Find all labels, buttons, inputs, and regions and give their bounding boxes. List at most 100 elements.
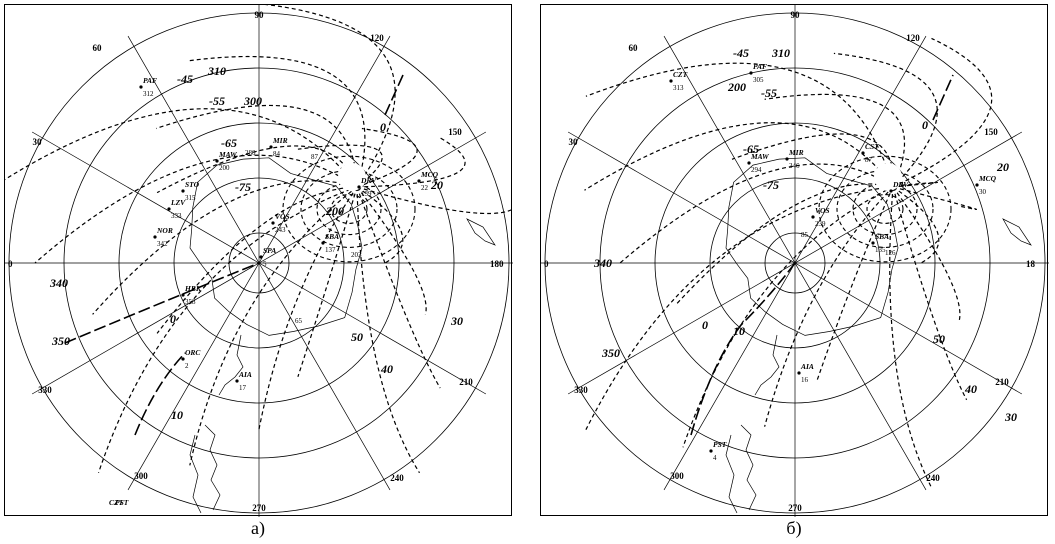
station-dot	[785, 157, 789, 161]
degree-label: 150	[448, 127, 462, 137]
contour-label: 0	[380, 120, 386, 134]
extra-value: 85	[801, 231, 809, 239]
isoline	[619, 163, 894, 264]
station-code: DRV	[892, 180, 909, 189]
extra-value: 203	[351, 251, 362, 259]
station-value: 346	[789, 162, 800, 170]
station-value: 84	[273, 150, 281, 158]
station-value: 239	[815, 220, 826, 228]
station-dot	[889, 189, 893, 193]
station-value: 87	[865, 156, 873, 164]
station-code: MIR	[272, 136, 288, 145]
isoline	[764, 93, 906, 188]
contour-label: 20	[996, 160, 1009, 174]
contour-label: -55	[761, 86, 777, 100]
isoline-loop	[866, 194, 904, 224]
zero-isoline-upper	[384, 74, 404, 116]
isoline	[585, 62, 894, 188]
station-code: VOS	[275, 212, 290, 221]
isoline	[92, 180, 358, 315]
extra-value: 280	[245, 149, 256, 157]
contour-label: 350	[51, 334, 70, 348]
isoline	[891, 181, 939, 188]
isoline	[356, 186, 427, 315]
isoline	[889, 186, 933, 488]
antarctica-coastline	[725, 157, 899, 336]
station-value: 17	[239, 384, 247, 392]
contour-label: 310	[771, 46, 790, 60]
degree-label: 0	[544, 259, 549, 269]
station-code: CZT	[109, 498, 124, 507]
contour-label: 300	[243, 94, 262, 108]
isoline	[892, 186, 961, 321]
contour-label: 340	[49, 276, 68, 290]
isoline	[264, 5, 396, 188]
new-zealand-coastline	[466, 218, 496, 246]
map-panel-a: 0 30 60 90 120 150 180 210 240 270 300 330 -45 310 -55…	[4, 4, 513, 517]
degree-label: 0	[8, 259, 13, 269]
contour-label: 10	[733, 324, 745, 338]
degree-label: 120	[370, 33, 384, 43]
contour-label: 200	[325, 204, 344, 218]
isoline-loop	[818, 155, 952, 263]
new-zealand-coastline	[1002, 218, 1032, 246]
station-dot	[811, 215, 815, 219]
isoline	[892, 37, 993, 188]
station-code: MAW	[218, 150, 238, 159]
antarctica-coastline	[189, 157, 363, 336]
isoline-loop	[330, 194, 368, 224]
isoline	[297, 144, 383, 188]
station-code: PST	[115, 498, 129, 507]
station-dot	[749, 71, 753, 75]
station-value: 342	[157, 240, 168, 248]
station-value: 243	[275, 226, 286, 234]
contour-label: 50	[933, 332, 945, 346]
pole-disk	[874, 163, 902, 191]
isoline	[189, 186, 358, 466]
station-value: 200	[219, 164, 230, 172]
station-code: ORC	[185, 348, 201, 357]
station-code: VOS	[815, 206, 830, 215]
station-code: PST	[713, 440, 727, 449]
contour-label: -65	[743, 142, 759, 156]
degree-label: 90	[791, 10, 801, 20]
station-code: LZV	[170, 198, 186, 207]
contour-label: 20	[430, 178, 443, 192]
contour-label: 200	[727, 80, 746, 94]
station-dot	[153, 235, 157, 239]
contour-label: -75	[763, 178, 779, 192]
degree-label: 90	[255, 10, 265, 20]
station-dot	[709, 449, 713, 453]
contour-label: 40	[964, 382, 977, 396]
station-dot	[975, 183, 979, 187]
station-dot	[747, 161, 751, 165]
isoline	[356, 186, 441, 389]
contour-label: -75	[235, 180, 251, 194]
degree-label: 210	[459, 377, 473, 387]
station-dot	[167, 207, 171, 211]
zero-isoline	[64, 262, 260, 436]
station-code: AIA	[800, 362, 814, 371]
isoline	[816, 186, 894, 382]
contour-label: 50	[351, 330, 363, 344]
zero-isoline	[690, 262, 796, 436]
station-code: DRV	[360, 176, 377, 185]
contour-label: -45	[177, 72, 193, 86]
south-america-coastline	[725, 424, 757, 514]
station-value: 4	[713, 454, 717, 462]
station-value: 315	[185, 194, 196, 202]
isoline	[155, 104, 358, 188]
station-value: 135	[875, 246, 886, 254]
contour-label: 340	[593, 256, 612, 270]
station-dot	[669, 79, 673, 83]
contour-label: 310	[207, 64, 226, 78]
station-dot	[181, 189, 185, 193]
station-code: SBA	[875, 232, 889, 241]
zero-isoline-upper	[932, 74, 954, 121]
degree-label: 150	[984, 127, 998, 137]
station-dot	[861, 151, 865, 155]
contour-label: -45	[733, 46, 749, 60]
peninsula-coastline	[218, 334, 244, 396]
isoline	[189, 55, 366, 188]
station-code: MAW	[750, 152, 770, 161]
